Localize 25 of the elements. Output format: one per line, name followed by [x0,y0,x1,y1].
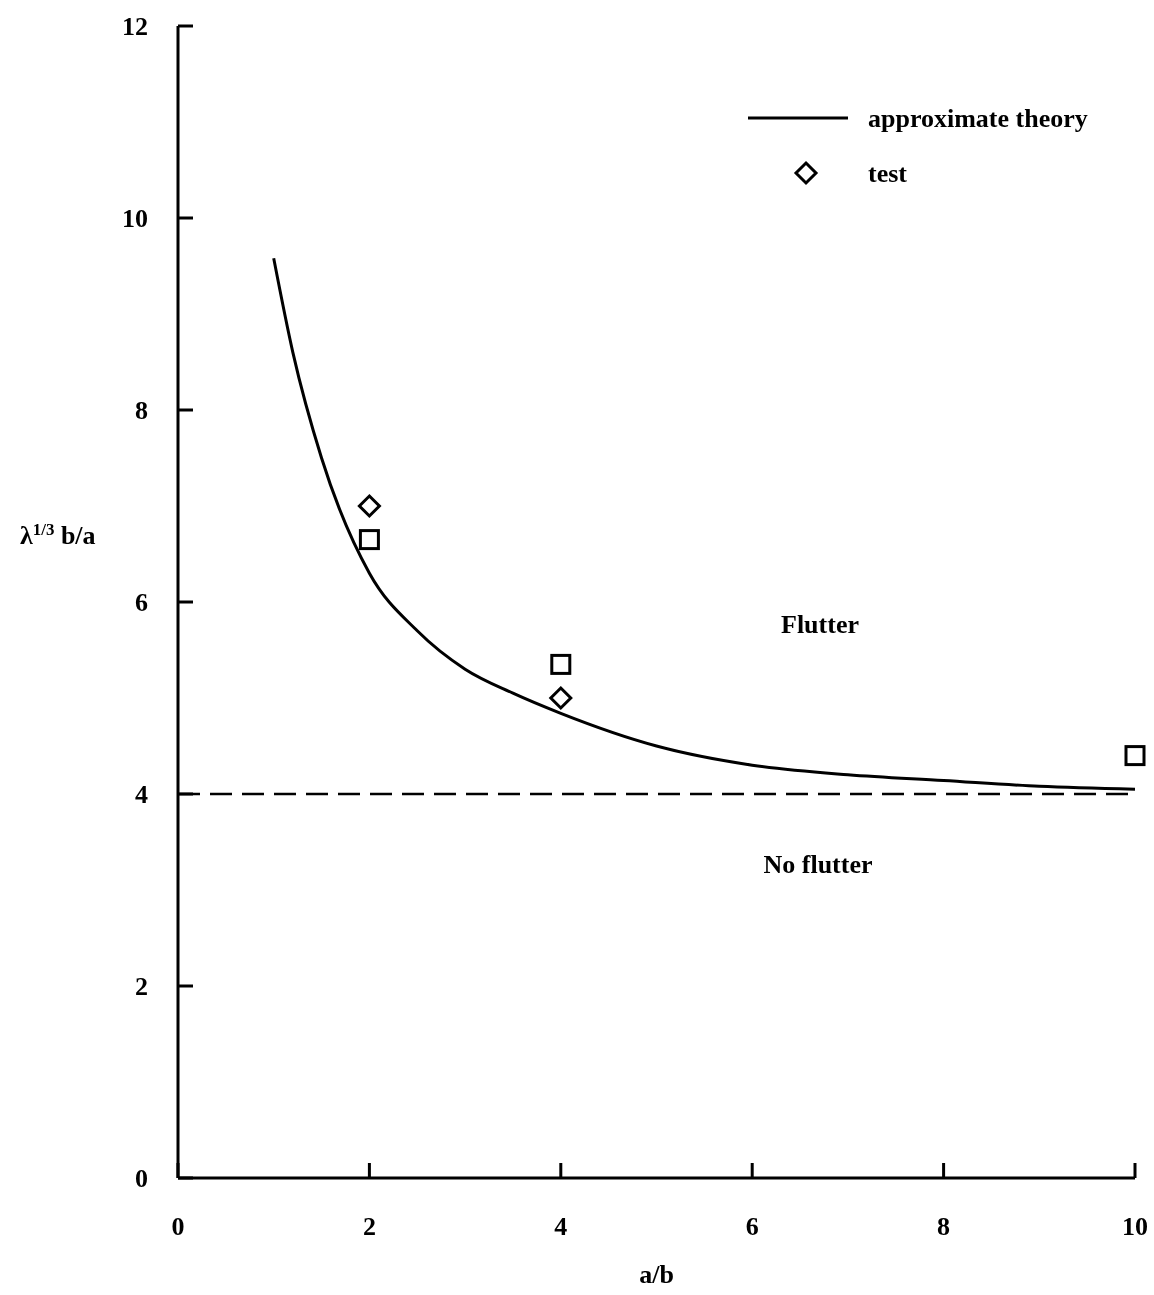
y-tick-label: 6 [135,588,148,617]
y-tick-label: 4 [135,780,148,809]
y-tick-label: 2 [135,972,148,1001]
point [550,653,572,675]
legend-label: approximate theory [868,104,1088,133]
x-tick-label: 10 [1122,1212,1148,1241]
y-tick-label: 8 [135,396,148,425]
annotation: Flutter [781,610,859,639]
point [1124,745,1146,767]
y-tick-label: 12 [122,12,148,41]
line-series [272,256,1137,791]
y-tick-label: 10 [122,204,148,233]
y-tick-label: 0 [135,1164,148,1193]
x-tick-label: 0 [171,1212,185,1241]
x-tick-label: 2 [362,1212,376,1241]
point [549,686,573,710]
point [358,529,380,551]
x-tick-label: 4 [554,1212,568,1241]
x-axis-title: a/b [639,1260,674,1289]
x-tick-label: 6 [745,1212,759,1241]
annotation: No flutter [763,850,873,879]
legend-label: test [868,159,908,188]
x-tick-label: 8 [937,1212,951,1241]
point [357,494,381,518]
y-axis-title: λ$^{1/3}$ b/a [20,519,96,551]
